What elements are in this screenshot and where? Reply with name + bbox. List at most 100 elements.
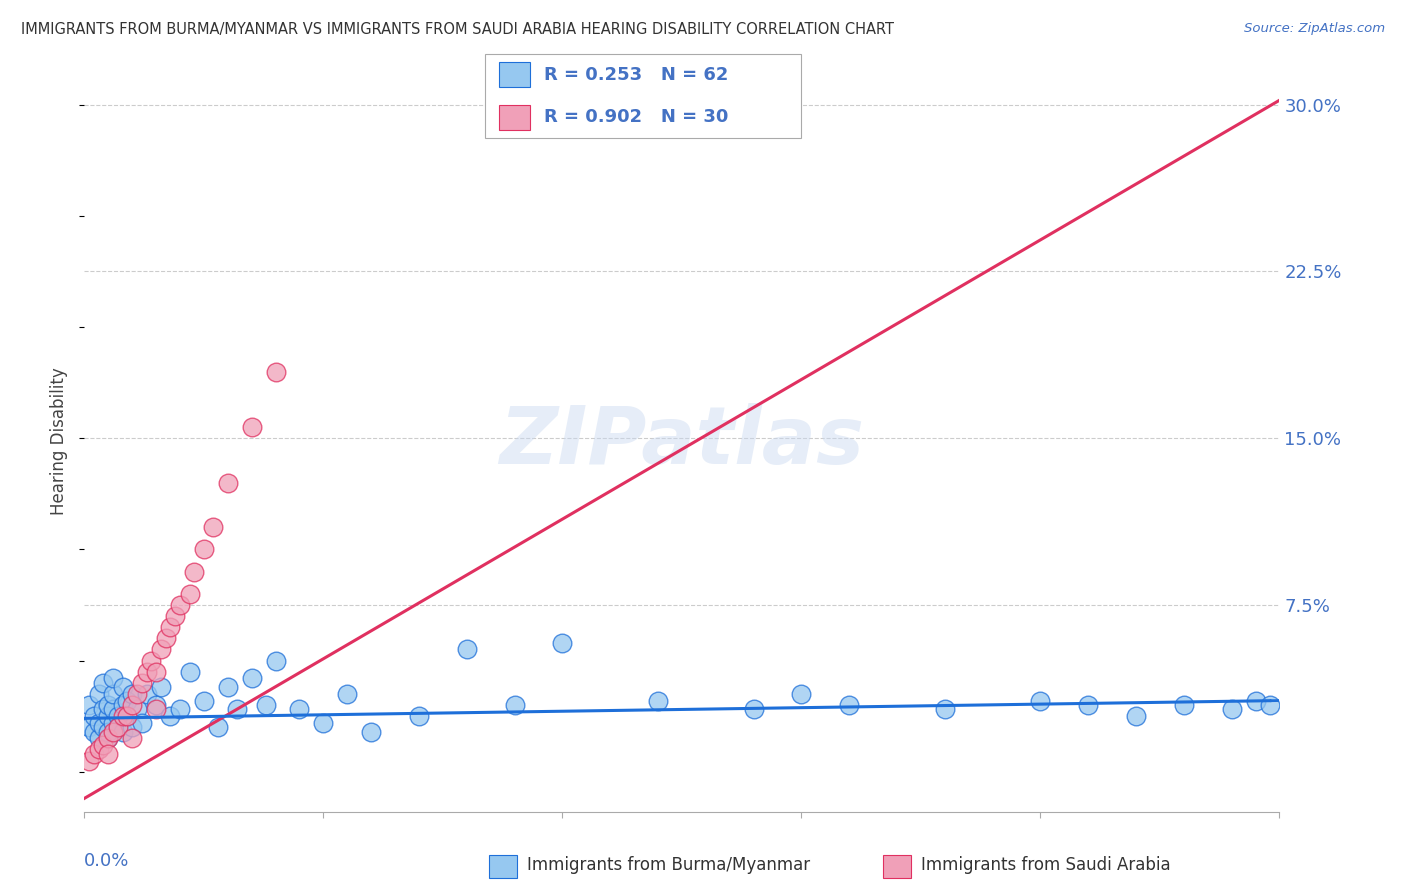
Point: [183, 565, 205, 579]
Point: [97, 724, 120, 739]
Point: [93, 702, 115, 716]
Point: [456, 642, 478, 657]
Point: [101, 671, 124, 685]
Point: [131, 675, 153, 690]
Text: ZIPatlas: ZIPatlas: [499, 402, 865, 481]
Point: [101, 715, 124, 730]
Point: [742, 702, 765, 716]
Point: [179, 665, 201, 679]
Y-axis label: Hearing Disability: Hearing Disability: [51, 368, 69, 516]
Text: R = 0.902   N = 30: R = 0.902 N = 30: [544, 108, 728, 126]
Point: [169, 598, 191, 612]
Point: [135, 665, 157, 679]
Point: [202, 520, 225, 534]
Text: Source: ZipAtlas.com: Source: ZipAtlas.com: [1244, 22, 1385, 36]
Point: [1077, 698, 1099, 712]
Point: [121, 720, 143, 734]
Point: [312, 715, 335, 730]
Point: [1029, 693, 1052, 707]
Point: [97, 747, 120, 761]
Point: [647, 693, 669, 707]
Point: [288, 702, 311, 716]
Point: [125, 687, 148, 701]
Point: [149, 680, 172, 694]
Point: [934, 702, 956, 716]
Point: [790, 687, 813, 701]
Point: [141, 654, 163, 668]
Point: [107, 720, 129, 734]
Point: [77, 698, 100, 712]
Point: [77, 720, 100, 734]
Point: [117, 709, 139, 723]
Point: [83, 724, 105, 739]
Point: [159, 709, 181, 723]
Point: [97, 731, 120, 746]
Point: [107, 709, 129, 723]
Point: [121, 698, 143, 712]
Point: [159, 620, 181, 634]
Point: [551, 636, 574, 650]
Point: [83, 747, 105, 761]
Text: IMMIGRANTS FROM BURMA/MYANMAR VS IMMIGRANTS FROM SAUDI ARABIA HEARING DISABILITY: IMMIGRANTS FROM BURMA/MYANMAR VS IMMIGRA…: [21, 22, 894, 37]
Point: [131, 715, 153, 730]
Point: [111, 680, 134, 694]
Point: [1258, 698, 1281, 712]
Point: [240, 671, 263, 685]
Point: [179, 587, 201, 601]
Point: [101, 687, 124, 701]
Text: R = 0.253   N = 62: R = 0.253 N = 62: [544, 66, 728, 84]
Point: [207, 720, 229, 734]
Point: [93, 675, 115, 690]
Point: [93, 738, 115, 752]
Text: Immigrants from Burma/Myanmar: Immigrants from Burma/Myanmar: [527, 856, 810, 874]
Point: [121, 687, 143, 701]
Point: [193, 693, 215, 707]
Point: [125, 702, 148, 716]
Point: [408, 709, 430, 723]
Text: 0.0%: 0.0%: [84, 853, 129, 871]
Point: [169, 702, 191, 716]
Point: [336, 687, 359, 701]
Point: [1244, 693, 1267, 707]
Point: [83, 709, 105, 723]
Point: [87, 742, 110, 756]
Point: [193, 542, 215, 557]
Point: [101, 702, 124, 716]
Point: [117, 693, 139, 707]
Point: [1125, 709, 1147, 723]
Point: [165, 609, 187, 624]
Point: [240, 420, 263, 434]
Point: [77, 754, 100, 768]
Point: [111, 709, 134, 723]
Point: [101, 724, 124, 739]
Point: [97, 731, 120, 746]
Point: [360, 724, 382, 739]
Point: [117, 709, 139, 723]
Point: [264, 364, 287, 378]
Point: [87, 731, 110, 746]
Point: [97, 698, 120, 712]
Point: [254, 698, 277, 712]
Point: [149, 642, 172, 657]
Point: [1173, 698, 1195, 712]
Point: [217, 680, 239, 694]
Point: [838, 698, 860, 712]
Point: [1220, 702, 1243, 716]
Point: [155, 632, 177, 646]
Point: [93, 720, 115, 734]
Point: [87, 687, 110, 701]
Point: [503, 698, 526, 712]
Point: [111, 698, 134, 712]
Point: [226, 702, 249, 716]
Point: [111, 724, 134, 739]
Point: [135, 687, 157, 701]
Point: [97, 709, 120, 723]
Point: [107, 720, 129, 734]
Point: [217, 475, 239, 490]
Point: [87, 715, 110, 730]
Point: [145, 665, 167, 679]
Point: [145, 702, 167, 716]
Text: Immigrants from Saudi Arabia: Immigrants from Saudi Arabia: [921, 856, 1171, 874]
Point: [264, 654, 287, 668]
Point: [121, 731, 143, 746]
